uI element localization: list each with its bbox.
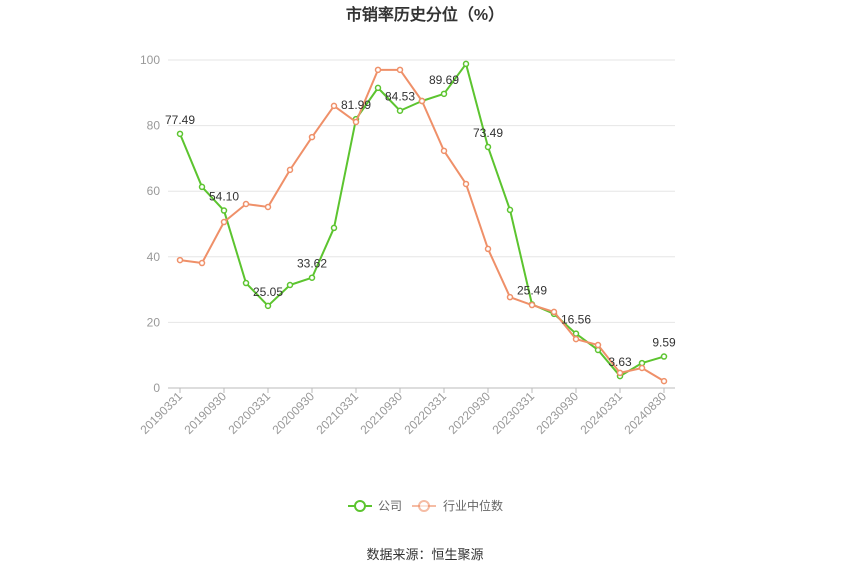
data-point-industry-median [242, 200, 250, 208]
chart-title: 市销率历史分位（%） [346, 5, 504, 24]
x-tick-label: 20240331 [577, 389, 625, 437]
data-label-company: 25.49 [517, 283, 547, 297]
data-point-industry-median [308, 133, 316, 141]
data-point-industry-median [572, 335, 580, 343]
data-label-company: 77.49 [165, 113, 195, 127]
data-point-company [176, 130, 184, 138]
data-point-company [286, 281, 294, 289]
y-tick-label: 100 [140, 53, 160, 67]
x-tick-label: 20230331 [489, 389, 537, 437]
data-labels: 77.49 54.10 25.05 33.62 81.99 84.53 89.69 73.49… [165, 73, 676, 369]
data-label-company: 84.53 [385, 90, 415, 104]
data-point-company [396, 107, 404, 114]
data-label-company: 73.49 [473, 126, 503, 140]
data-point-company [198, 183, 206, 191]
data-point-company [484, 143, 492, 151]
data-point-industry-median [330, 102, 338, 110]
data-point-industry-median [440, 147, 448, 155]
x-tick-label: 20210331 [313, 389, 361, 437]
legend-item-company[interactable]: 公司 [348, 499, 402, 513]
data-point-industry-median [638, 364, 646, 372]
data-point-company [330, 224, 338, 232]
data-point-industry-median [176, 256, 184, 264]
series-line-company [179, 62, 665, 378]
x-tick-label: 20190331 [137, 389, 185, 437]
x-tick-label: 20210930 [357, 389, 405, 437]
series-layer [176, 60, 668, 385]
data-point-company [220, 207, 228, 214]
data-point-company [440, 90, 448, 98]
data-point-industry-median [418, 97, 426, 105]
x-tick-label: 20220331 [401, 389, 449, 437]
data-point-industry-median [198, 259, 206, 267]
data-point-industry-median [374, 66, 382, 74]
x-tick-label: 20200331 [225, 389, 273, 437]
data-label-company: 89.69 [429, 73, 459, 87]
data-point-industry-median [594, 341, 602, 349]
data-point-company [660, 353, 668, 360]
data-point-industry-median [616, 369, 624, 377]
series-industry-median [176, 66, 668, 385]
data-point-industry-median [352, 118, 360, 126]
data-label-company: 16.56 [561, 313, 591, 327]
y-tick-label: 80 [147, 119, 161, 133]
x-tick-label: 20200930 [269, 389, 317, 437]
legend: 公司 行业中位数 [348, 498, 503, 513]
data-point-industry-median [550, 308, 558, 316]
data-point-industry-median [506, 293, 514, 301]
data-point-industry-median [264, 203, 272, 211]
x-tick-label: 20240830 [621, 389, 669, 437]
x-tick-label: 20230930 [533, 389, 581, 437]
data-point-industry-median [286, 166, 294, 174]
legend-marker-company [354, 500, 366, 512]
y-tick-label: 0 [153, 381, 160, 395]
data-point-industry-median [220, 218, 228, 226]
data-label-company: 33.62 [297, 257, 327, 271]
y-tick-label: 20 [147, 315, 161, 329]
axes: 0 20 40 60 80 100 2019033120190930202003312020… [137, 53, 675, 437]
legend-marker-industry-median [418, 500, 430, 512]
legend-label-industry-median: 行业中位数 [443, 498, 503, 513]
data-point-company [374, 84, 382, 92]
data-point-company [462, 60, 470, 68]
data-label-company: 81.99 [341, 98, 371, 112]
data-point-industry-median [396, 66, 404, 74]
series-company [176, 60, 668, 380]
data-label-company: 54.10 [209, 190, 239, 204]
y-tick-label: 60 [147, 184, 161, 198]
data-point-company [242, 279, 250, 287]
data-point-company [264, 302, 272, 310]
data-point-company [506, 206, 514, 214]
legend-label-company: 公司 [378, 499, 402, 513]
data-point-industry-median [528, 301, 536, 309]
data-point-company [308, 274, 316, 281]
legend-item-industry-median[interactable]: 行业中位数 [412, 498, 503, 513]
source-note: 数据来源：恒生聚源 [366, 547, 483, 562]
x-tick-label: 20220930 [445, 389, 493, 437]
data-label-company: 9.59 [652, 336, 676, 350]
y-tick-label: 40 [147, 250, 161, 264]
x-tick-label: 20190930 [181, 389, 229, 437]
data-point-industry-median [462, 180, 470, 188]
grid-lines [168, 59, 675, 323]
data-label-company: 3.63 [608, 355, 632, 369]
data-point-industry-median [660, 377, 668, 385]
series-line-industry-median [179, 68, 665, 382]
data-label-company: 25.05 [253, 285, 283, 299]
data-point-industry-median [484, 245, 492, 253]
